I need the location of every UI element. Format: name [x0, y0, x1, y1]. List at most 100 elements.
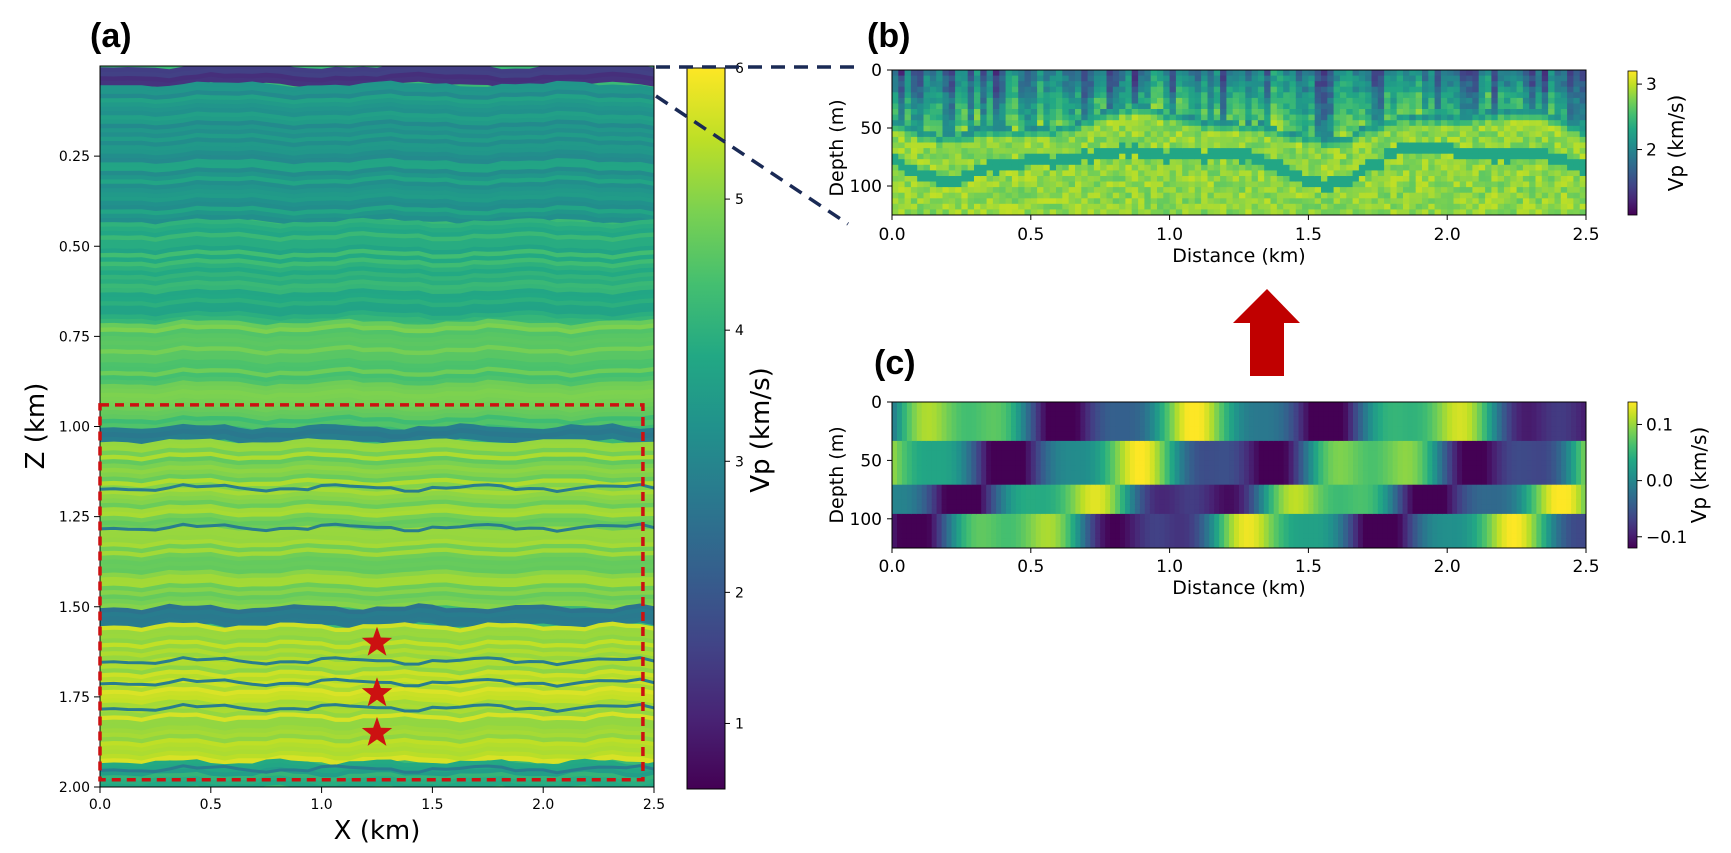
model-cell	[1554, 203, 1562, 210]
model-cell	[1560, 103, 1568, 110]
model-cell	[1112, 198, 1120, 205]
update-cell	[1100, 426, 1106, 432]
update-cell	[1129, 406, 1136, 413]
model-cell	[1548, 164, 1555, 171]
model-cell	[1005, 142, 1013, 149]
update-cell	[1184, 470, 1191, 476]
update-cell	[1139, 499, 1146, 505]
update-cell	[916, 465, 923, 471]
model-cell	[955, 209, 962, 215]
model-cell	[1150, 187, 1158, 194]
model-cell	[1541, 192, 1549, 199]
model-cell	[1068, 170, 1076, 177]
update-cell	[1015, 470, 1022, 476]
model-cell	[1043, 192, 1051, 199]
update-cell	[1174, 509, 1181, 515]
model-cell	[1011, 86, 1019, 93]
update-cell	[991, 528, 997, 534]
model-cell	[1257, 136, 1265, 144]
update-cell	[1129, 421, 1136, 427]
update-cell	[1060, 543, 1067, 548]
model-cell	[1579, 114, 1586, 121]
update-cell	[961, 460, 967, 466]
model-cell	[1554, 209, 1562, 215]
model-cell	[1068, 159, 1076, 166]
model-cell	[1478, 148, 1486, 155]
model-cell	[1295, 103, 1303, 110]
model-cell	[955, 187, 962, 194]
model-cell	[1062, 198, 1070, 205]
update-cell	[1020, 475, 1027, 481]
update-cell	[986, 426, 992, 432]
update-cell	[971, 411, 977, 418]
model-cell	[1226, 70, 1234, 77]
model-cell	[1346, 114, 1354, 121]
update-cell	[961, 479, 967, 486]
model-cell	[1043, 176, 1051, 183]
update-cell	[1110, 455, 1116, 461]
model-cell	[1062, 97, 1070, 105]
model-cell	[1567, 159, 1574, 166]
update-cell	[976, 523, 982, 530]
model-cell	[917, 131, 925, 138]
model-cell	[1447, 86, 1455, 93]
model-cell	[1333, 125, 1341, 132]
model-cell	[955, 142, 962, 149]
model-cell	[1175, 97, 1183, 105]
update-cell	[941, 489, 948, 496]
update-cell	[991, 440, 997, 447]
update-cell	[1154, 513, 1161, 520]
update-cell	[1011, 518, 1017, 525]
model-cell	[1037, 114, 1044, 121]
model-cell	[1308, 97, 1316, 105]
model-cell	[1245, 153, 1253, 160]
layer-stripe	[100, 516, 654, 528]
update-cell	[946, 494, 953, 500]
model-cell	[1541, 97, 1549, 105]
update-cell	[981, 475, 987, 481]
model-cell	[1377, 153, 1385, 160]
model-cell	[967, 209, 975, 215]
model-cell	[1529, 142, 1537, 149]
update-cell	[1154, 543, 1161, 548]
update-cell	[1035, 436, 1042, 442]
model-cell	[1415, 131, 1423, 138]
model-cell	[1093, 131, 1101, 138]
update-cell	[961, 484, 967, 491]
model-cell	[1062, 209, 1070, 215]
model-cell	[1365, 136, 1373, 144]
update-cell	[1025, 416, 1032, 423]
model-cell	[1081, 176, 1089, 183]
update-cell	[951, 445, 958, 452]
model-cell	[1548, 176, 1555, 183]
model-cell	[1459, 125, 1467, 132]
model-cell	[1068, 181, 1076, 188]
update-cell	[1070, 440, 1077, 447]
model-cell	[1327, 153, 1335, 160]
model-cell	[1384, 75, 1391, 82]
update-cell	[931, 494, 938, 500]
update-cell	[1194, 509, 1200, 515]
model-cell	[1049, 97, 1057, 105]
model-cell	[1062, 131, 1070, 138]
update-cell	[1115, 499, 1121, 505]
model-cell	[1333, 209, 1341, 215]
model-cell	[1207, 159, 1215, 166]
layer-stripe	[100, 353, 654, 366]
update-cell	[916, 455, 923, 461]
model-cell	[1100, 125, 1108, 132]
model-cell	[1377, 198, 1385, 205]
model-cell	[1554, 136, 1562, 144]
update-cell	[926, 523, 933, 530]
update-cell	[1035, 460, 1042, 466]
model-cell	[1087, 153, 1095, 160]
update-cell	[1011, 499, 1017, 505]
model-cell	[1144, 103, 1152, 110]
model-cell	[1030, 164, 1038, 171]
model-cell	[1100, 176, 1108, 183]
model-cell	[898, 70, 906, 77]
model-cell	[1049, 120, 1057, 127]
model-cell	[1516, 86, 1524, 93]
model-cell	[1560, 109, 1568, 116]
model-cell	[948, 120, 956, 127]
